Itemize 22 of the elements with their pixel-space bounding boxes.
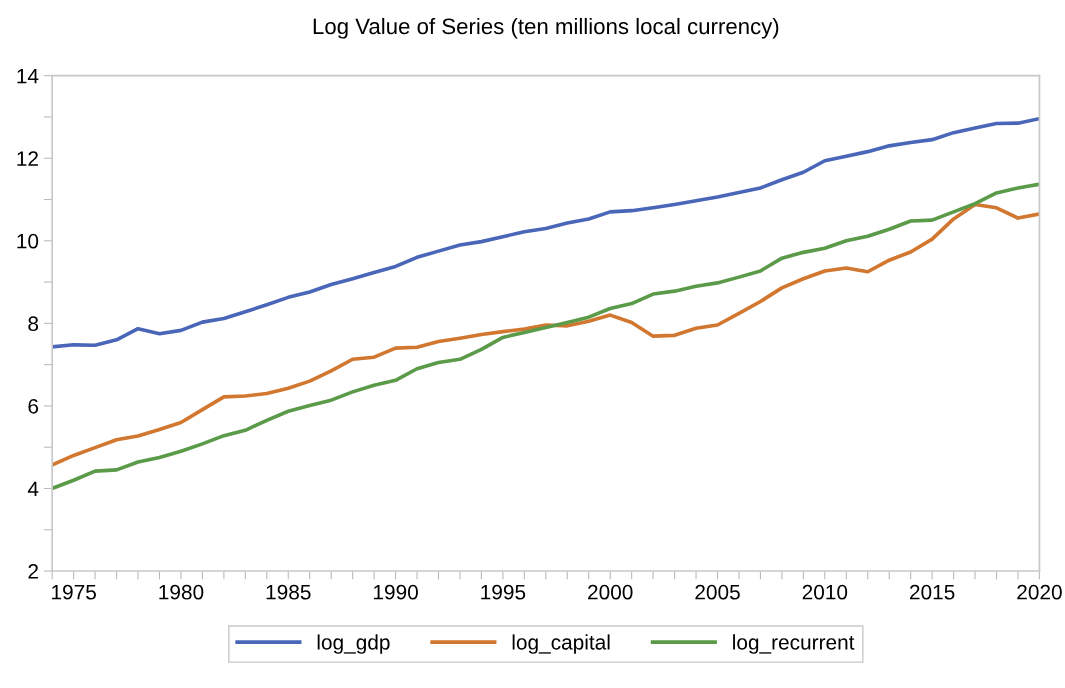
- legend-label: log_recurrent: [733, 634, 855, 654]
- y-tick-label: 8: [28, 316, 39, 332]
- chart-title: Log Value of Series (ten millions local currency): [313, 17, 779, 39]
- x-tick-label: 1980: [159, 584, 204, 600]
- y-tick-label: 2: [28, 564, 38, 579]
- x-tick-label: 2020: [1017, 584, 1062, 600]
- y-tick-label: 4: [27, 481, 39, 497]
- y-tick-label: 12: [17, 151, 38, 166]
- x-tick-label: 1975: [52, 584, 96, 600]
- x-tick-label: 2010: [802, 584, 848, 600]
- x-tick-label: 1990: [374, 584, 418, 600]
- x-tick-label: 2000: [588, 584, 633, 600]
- x-tick-label: 1985: [266, 584, 311, 600]
- y-tick-label: 6: [28, 398, 39, 414]
- x-tick-label: 2005: [695, 584, 740, 600]
- legend-label: log_capital: [512, 634, 610, 654]
- x-tick-label: 2015: [910, 584, 955, 600]
- legend-label: log_gdp: [317, 634, 390, 654]
- y-tick-label: 10: [17, 233, 39, 249]
- y-tick-label: 14: [17, 68, 39, 84]
- x-tick-label: 1995: [481, 584, 526, 600]
- line-series: [52, 116, 1040, 349]
